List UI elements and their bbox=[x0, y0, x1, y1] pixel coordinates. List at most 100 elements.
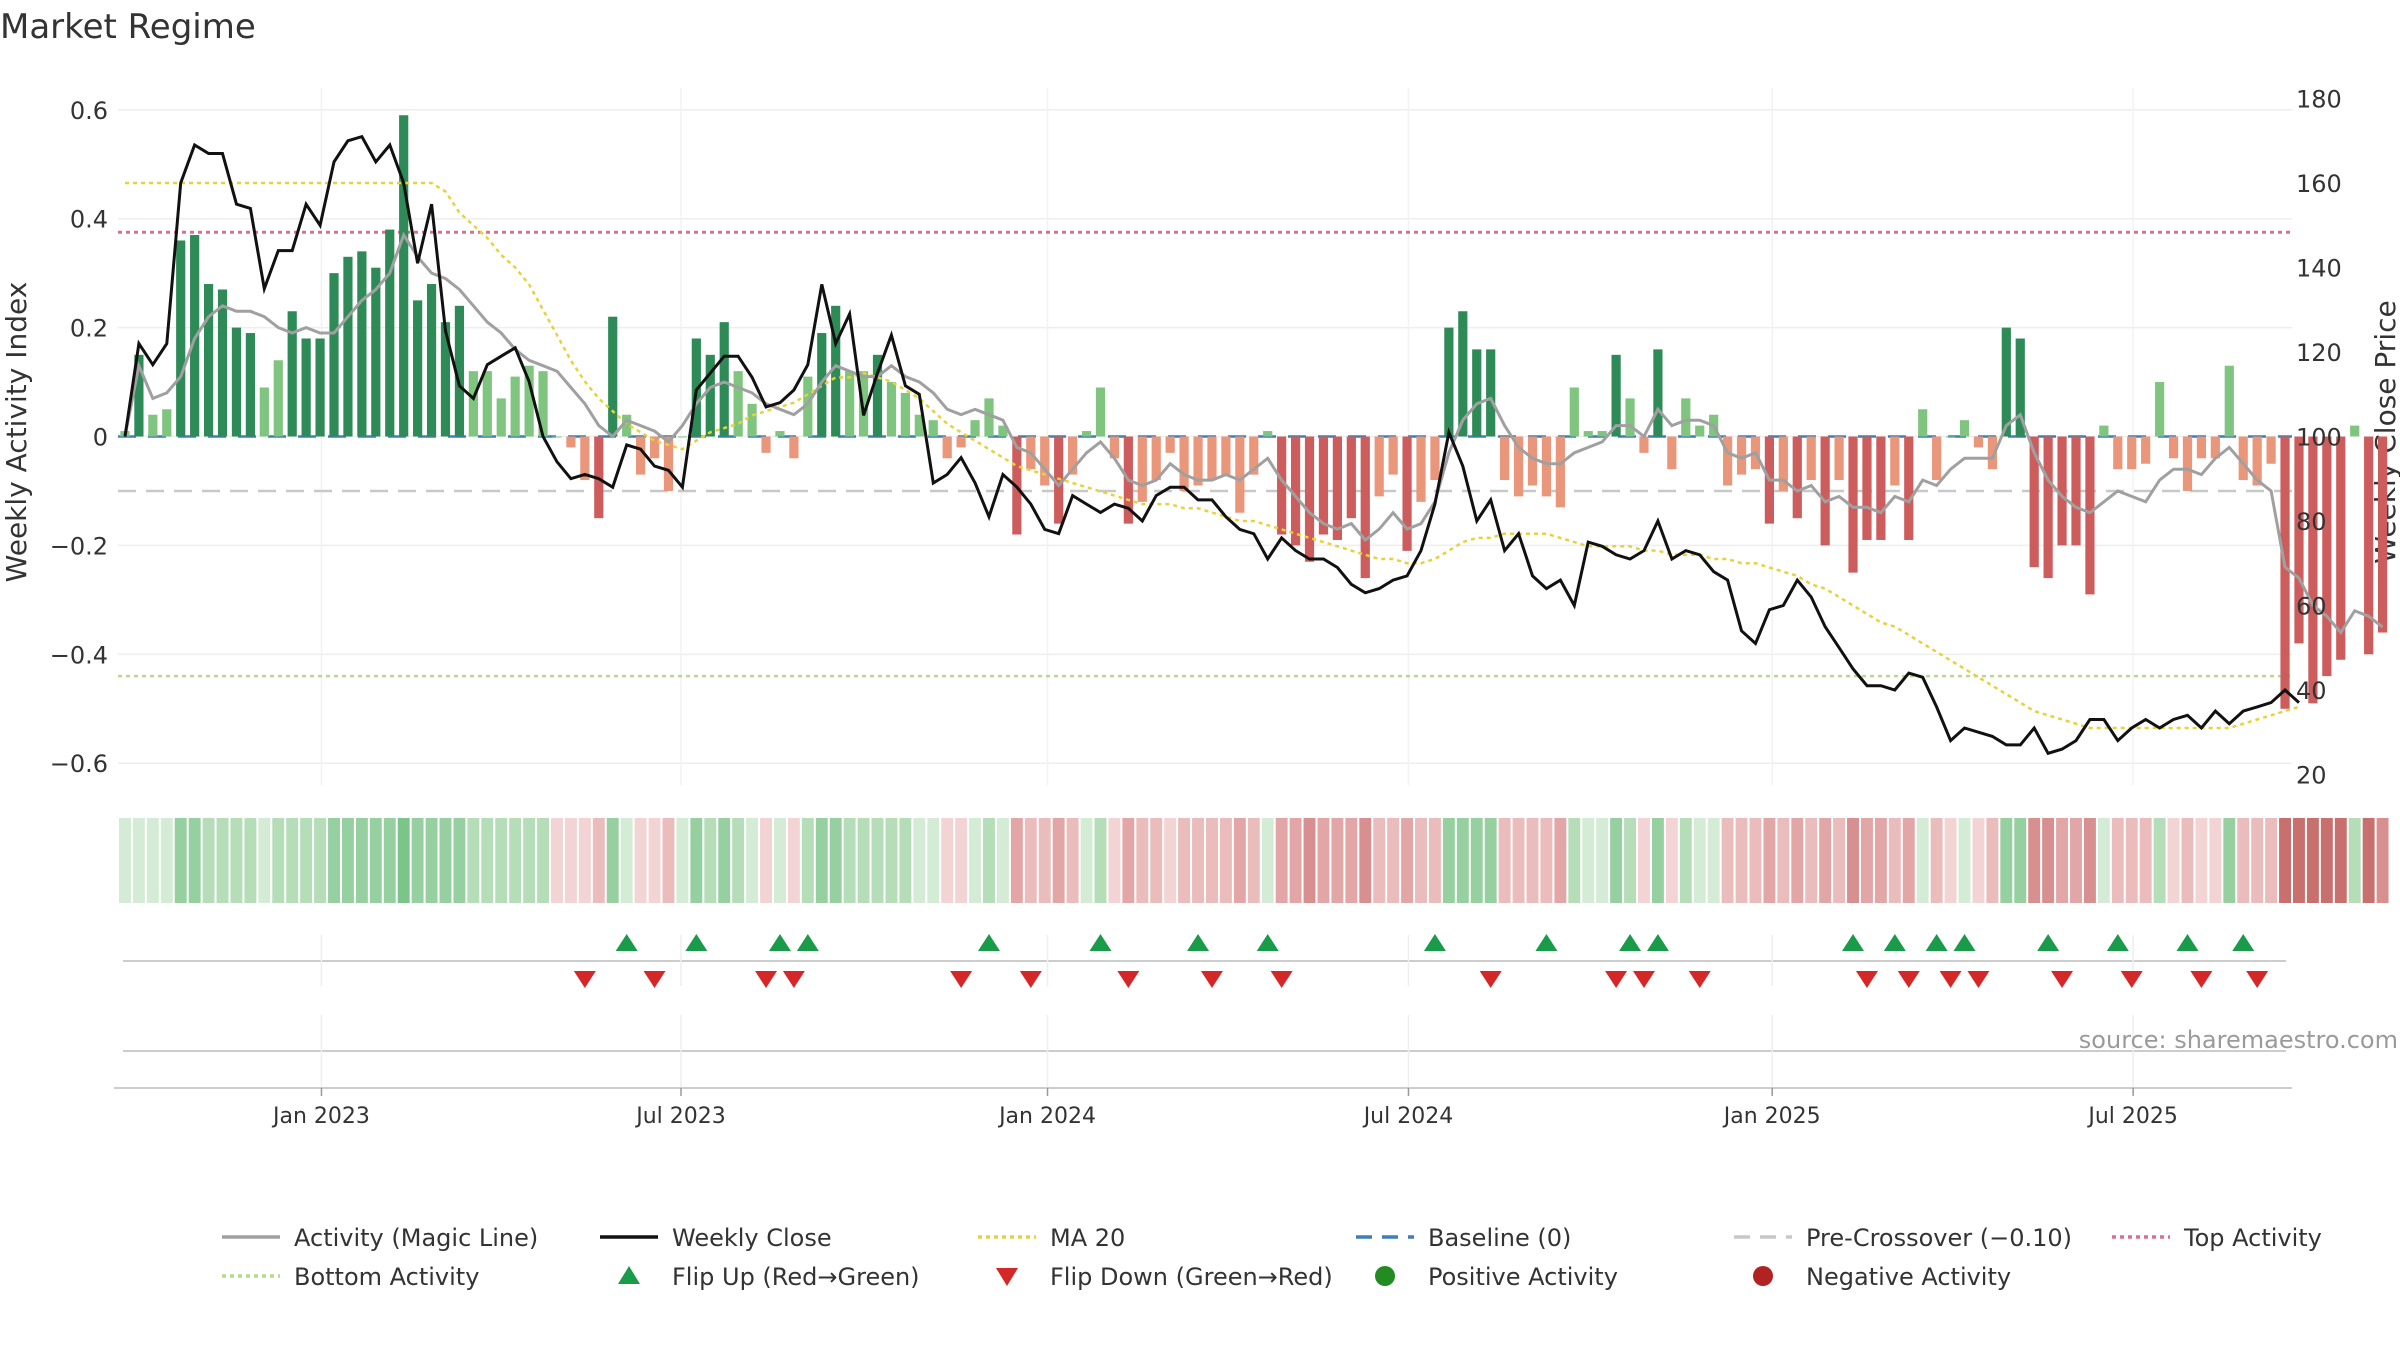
activity-bar bbox=[2057, 436, 2067, 546]
y2-tick-label: 80 bbox=[2296, 508, 2327, 536]
activity-bar bbox=[231, 327, 242, 437]
legend-item: Negative Activity bbox=[1753, 1263, 2011, 1291]
activity-bar bbox=[928, 420, 938, 437]
flip-up-marker bbox=[615, 934, 638, 951]
activity-bars bbox=[120, 115, 2388, 709]
flip-down-marker bbox=[1855, 971, 1878, 988]
heat-cell bbox=[829, 818, 842, 903]
flip-up-marker bbox=[1842, 934, 1865, 951]
flip-up-marker bbox=[2176, 934, 2199, 951]
activity-bar bbox=[608, 316, 618, 437]
flip-down-marker bbox=[1632, 971, 1655, 988]
heat-cell bbox=[1387, 818, 1400, 903]
activity-bar bbox=[2224, 365, 2234, 437]
activity-bar bbox=[162, 409, 172, 437]
activity-bar bbox=[1583, 431, 1593, 437]
heat-cell bbox=[467, 818, 480, 903]
activity-bar bbox=[663, 436, 674, 491]
activity-bar bbox=[1207, 436, 1217, 481]
heat-cell bbox=[801, 818, 814, 903]
activity-bar bbox=[1987, 436, 1997, 470]
activity-bar bbox=[2252, 436, 2262, 486]
activity-bar bbox=[1597, 431, 1607, 437]
activity-bar bbox=[622, 414, 632, 437]
activity-bar bbox=[1918, 409, 1928, 437]
heat-cell bbox=[578, 818, 591, 903]
x-tick-label: Jan 2024 bbox=[997, 1104, 1096, 1129]
y2-tick-label: 160 bbox=[2296, 170, 2342, 198]
heat-cell bbox=[397, 818, 410, 903]
activity-bar bbox=[2127, 436, 2137, 470]
legend-swatch bbox=[1375, 1266, 1395, 1286]
activity-bar bbox=[203, 284, 214, 437]
activity-bar bbox=[2168, 436, 2179, 459]
heat-cell bbox=[523, 818, 536, 903]
activity-bar bbox=[998, 425, 1008, 437]
activity-bar bbox=[1430, 436, 1440, 481]
activity-bar bbox=[1304, 436, 1315, 562]
activity-bar bbox=[1834, 436, 1844, 481]
heat-cell bbox=[202, 818, 215, 903]
legend-label: Top Activity bbox=[2183, 1224, 2322, 1252]
activity-bar bbox=[552, 436, 562, 438]
activity-bar bbox=[1527, 436, 1538, 486]
activity-bar bbox=[803, 376, 813, 437]
heat-cell bbox=[2083, 818, 2096, 903]
heat-cell bbox=[1805, 818, 1818, 903]
flip-up-marker bbox=[1953, 934, 1976, 951]
activity-bar bbox=[2336, 436, 2346, 660]
heat-cell bbox=[1164, 818, 1177, 903]
heat-cell bbox=[2362, 818, 2375, 903]
legend-item: Top Activity bbox=[2112, 1224, 2322, 1252]
heat-cell bbox=[2293, 818, 2305, 903]
activity-bar bbox=[2377, 436, 2388, 633]
legend-label: Flip Up (Red→Green) bbox=[672, 1263, 920, 1291]
regime-heat-strip bbox=[119, 818, 2389, 903]
weekly-close-line bbox=[123, 134, 2301, 756]
activity-bar bbox=[315, 338, 325, 437]
activity-bar bbox=[2210, 436, 2220, 459]
heat-cell bbox=[634, 818, 647, 903]
heat-cell bbox=[1024, 818, 1037, 903]
activity-bar bbox=[2141, 436, 2151, 464]
heat-cell bbox=[1526, 818, 1539, 903]
legend: Activity (Magic Line) Weekly Close MA 20 Ba… bbox=[222, 1224, 2322, 1291]
heat-cell bbox=[1512, 818, 1525, 903]
activity-bar bbox=[385, 229, 395, 437]
heat-cell bbox=[1010, 818, 1023, 903]
activity-bar bbox=[1778, 436, 1788, 491]
heat-cell bbox=[690, 818, 703, 903]
flip-up-marker bbox=[1619, 934, 1642, 951]
heat-cell bbox=[662, 818, 675, 903]
heat-cell bbox=[481, 818, 494, 903]
flip-down-marker bbox=[1019, 971, 1042, 988]
activity-bar bbox=[510, 376, 520, 437]
heat-cell bbox=[2223, 818, 2236, 903]
activity-bar bbox=[454, 305, 465, 437]
heat-cell bbox=[899, 818, 912, 903]
activity-bar bbox=[2071, 436, 2081, 546]
heat-cell bbox=[648, 818, 661, 903]
heat-cell bbox=[2334, 818, 2347, 903]
heat-cell bbox=[1401, 818, 1414, 903]
y-tick-label: 0.6 bbox=[70, 97, 108, 125]
heat-cell bbox=[1233, 818, 1246, 903]
heat-cell bbox=[174, 818, 187, 903]
ma20-line bbox=[125, 181, 2300, 730]
activity-bar bbox=[1959, 420, 1970, 437]
activity-bar bbox=[1862, 436, 1872, 540]
heat-cell bbox=[1847, 818, 1859, 903]
heat-cell bbox=[1052, 818, 1065, 903]
reference-lines bbox=[118, 230, 2292, 678]
heat-cell bbox=[509, 818, 522, 903]
heat-cell bbox=[1638, 818, 1650, 903]
heat-cell bbox=[620, 818, 633, 903]
activity-bar bbox=[399, 115, 409, 437]
activity-bar bbox=[872, 354, 883, 437]
heat-cell bbox=[300, 818, 313, 903]
activity-bar bbox=[176, 240, 186, 437]
heat-cell bbox=[272, 818, 285, 903]
heat-cell bbox=[2056, 818, 2069, 903]
legend-item: Bottom Activity bbox=[222, 1263, 479, 1291]
